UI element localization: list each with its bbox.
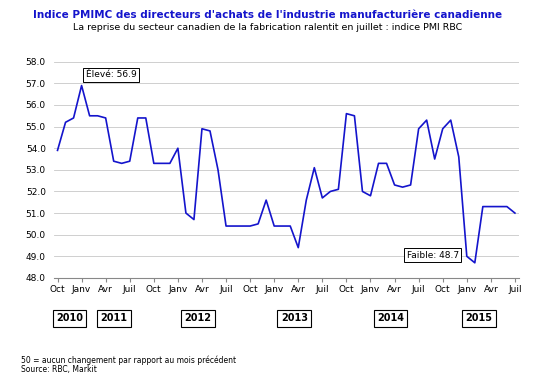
Text: Faible: 48.7: Faible: 48.7	[407, 251, 458, 260]
Text: 2013: 2013	[281, 313, 308, 323]
Text: 2011: 2011	[100, 313, 127, 323]
Text: 2014: 2014	[377, 313, 404, 323]
Text: 2012: 2012	[185, 313, 211, 323]
Text: Source: RBC, Markit: Source: RBC, Markit	[21, 366, 97, 374]
Text: La reprise du secteur canadien de la fabrication ralentit en juillet : indice PM: La reprise du secteur canadien de la fab…	[73, 23, 462, 32]
Text: 50 = aucun changement par rapport au mois précédent: 50 = aucun changement par rapport au moi…	[21, 355, 236, 365]
Text: 2010: 2010	[56, 313, 83, 323]
Text: Élevé: 56.9: Élevé: 56.9	[86, 70, 136, 79]
Text: 2015: 2015	[465, 313, 492, 323]
Text: Indice PMIMC des directeurs d'achats de l'industrie manufacturière canadienne: Indice PMIMC des directeurs d'achats de …	[33, 10, 502, 20]
